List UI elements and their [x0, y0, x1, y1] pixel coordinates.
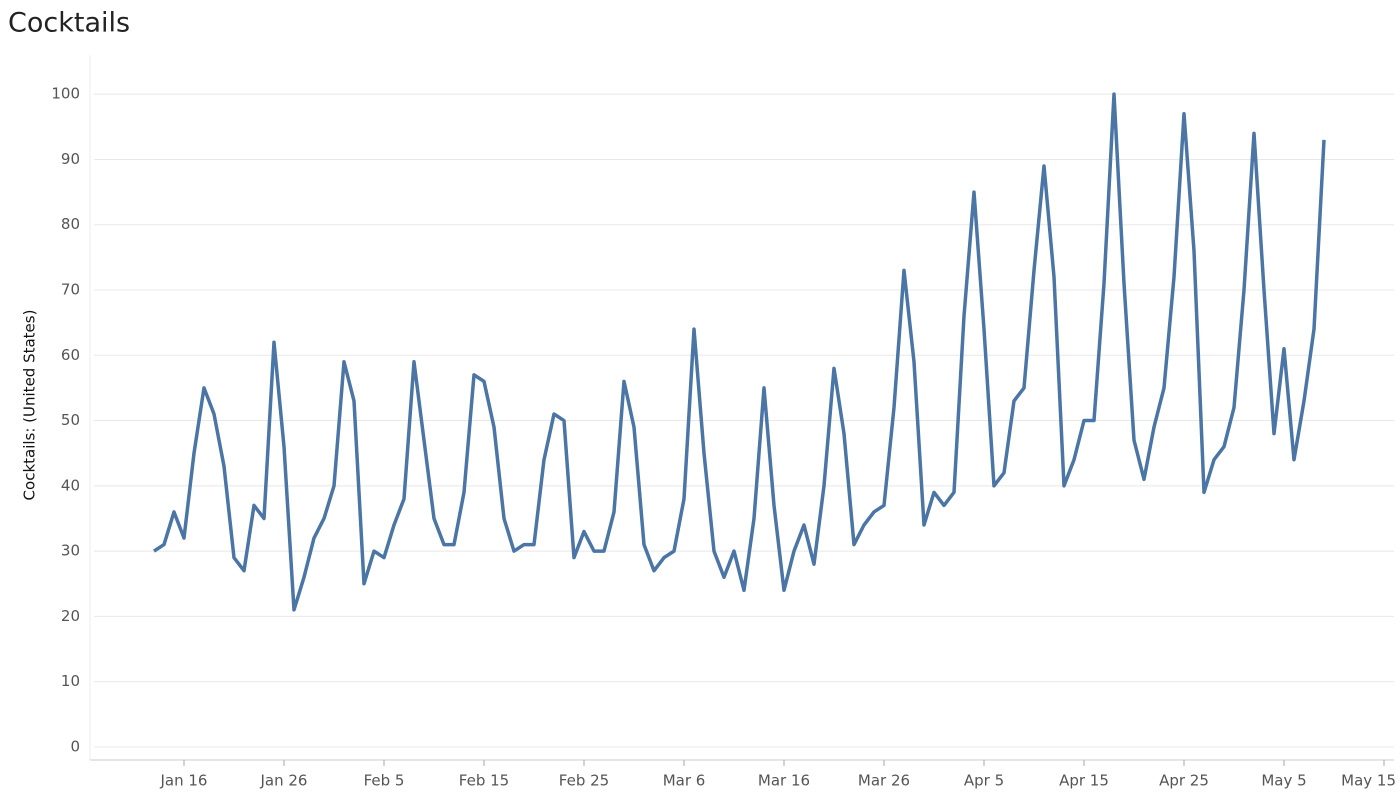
x-tick-label: May 5 [1261, 772, 1306, 790]
x-tick-label: Apr 25 [1159, 772, 1209, 790]
x-tick-label: Mar 6 [663, 772, 706, 790]
x-tick-label: Mar 26 [858, 772, 910, 790]
y-axis-label: Cocktails: (United States) [21, 310, 39, 501]
x-tick-label: Jan 26 [260, 772, 308, 790]
y-tick-label: 90 [61, 150, 80, 168]
x-tick-label: Feb 25 [559, 772, 609, 790]
x-tick-label: Jan 16 [160, 772, 208, 790]
y-tick-label: 50 [61, 411, 80, 429]
y-tick-label: 60 [61, 346, 80, 364]
x-tick-label: Feb 5 [364, 772, 405, 790]
y-tick-label: 40 [61, 476, 80, 494]
chart-title: Cocktails [8, 8, 130, 39]
line-series [153, 92, 1326, 612]
y-tick-label: 20 [61, 607, 80, 625]
y-tick-label: 70 [61, 281, 80, 299]
y-tick-label: 80 [61, 215, 80, 233]
y-tick-label: 0 [70, 737, 80, 755]
x-tick-label: May 15 [1341, 772, 1396, 790]
x-tick-label: Feb 15 [459, 772, 509, 790]
x-tick-label: Apr 15 [1059, 772, 1109, 790]
y-tick-label: 30 [61, 542, 80, 560]
x-tick-label: Apr 5 [964, 772, 1004, 790]
y-tick-label: 10 [61, 672, 80, 690]
y-tick-label: 100 [51, 85, 80, 103]
x-tick-label: Mar 16 [758, 772, 810, 790]
